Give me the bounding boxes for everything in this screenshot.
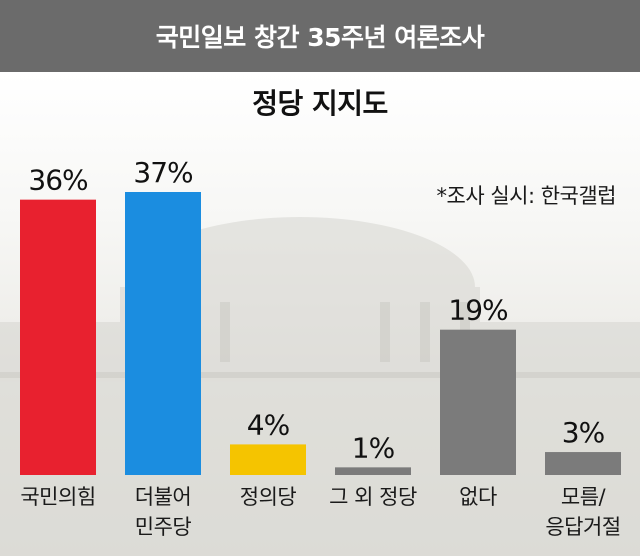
source-note: *조사 실시: 한국갤럽 [436,184,617,208]
header-title: 국민일보 창간 35주년 여론조사 [155,23,485,52]
value-label-4: 19% [448,294,508,327]
category-label-4: 없다 [459,485,497,509]
chart-title: 정당 지지도 [252,87,388,120]
bar-5 [545,452,621,475]
value-label-0: 36% [28,164,88,197]
bar-0 [20,199,96,475]
bar-3 [335,467,411,475]
value-label-5: 3% [562,416,605,449]
category-label-1-line-0: 더불어 [135,485,191,509]
value-label-2: 4% [247,408,290,441]
category-label-5-line-1: 응답거절 [545,515,620,539]
bar-1 [125,192,201,475]
header-banner: 국민일보 창간 35주년 여론조사 [0,0,640,72]
category-label-1-line-1: 민주당 [135,515,192,539]
category-label-2: 정의당 [240,485,297,509]
category-label-0: 국민의힘 [20,485,95,509]
bar-4 [440,329,516,475]
value-label-1: 37% [133,156,193,189]
category-label-5-line-0: 모름/ [561,485,607,509]
bars-group [20,192,621,475]
bar-2 [230,444,306,475]
value-labels-group: 36% 37% 4% 1% 19% 3% [28,156,605,464]
category-label-3: 그 외 정당 [329,485,417,509]
value-label-3: 1% [352,431,395,464]
